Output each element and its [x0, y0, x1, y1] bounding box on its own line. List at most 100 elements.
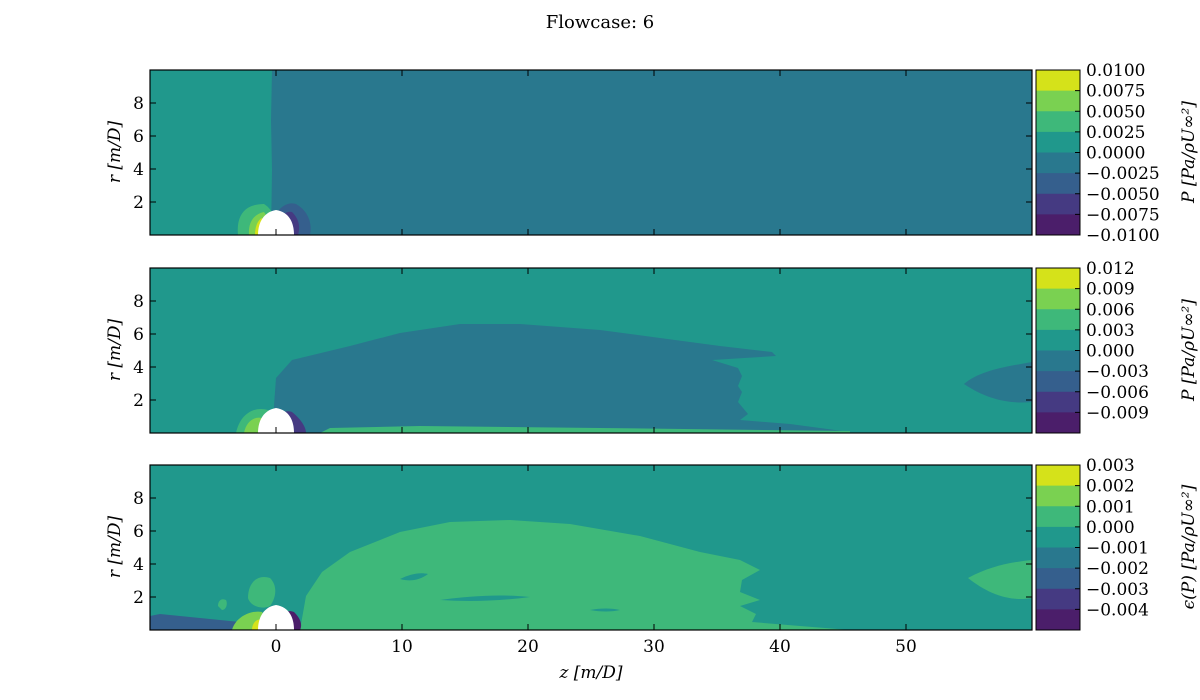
x-tick-label: 20: [517, 637, 539, 657]
panel-3-body: [258, 605, 294, 630]
colorbar-tick-label: 0.006: [1086, 300, 1135, 320]
colorbar-swatch: [1036, 506, 1080, 528]
panel-2-colorbar: 0.0120.0090.0060.0030.000−0.003−0.006−0.…: [1035, 259, 1149, 434]
panel-3-x-ticks: 0 10 20 30 40 50: [271, 465, 917, 657]
panel-3-far-wake-region: [968, 560, 1032, 600]
panel-2-wake-region: [272, 324, 850, 433]
colorbar-swatch: [1036, 309, 1080, 331]
colorbar-tick-label: −0.001: [1086, 539, 1149, 559]
panel-3-colorbar-label: ϵ(P) [Pa/ρU∞²]: [1179, 484, 1199, 609]
panel-3-wake-streak-1: [400, 573, 428, 581]
colorbar-tick-label: −0.009: [1086, 403, 1149, 423]
y-tick-label: 2: [133, 588, 144, 608]
y-tick-label: 8: [133, 94, 144, 114]
colorbar-tick-label: 0.003: [1086, 321, 1135, 341]
figure-title: Flowcase: 6: [546, 12, 654, 33]
y-tick-label: 4: [133, 358, 144, 378]
panel-3-ylabel: r [m/D]: [105, 516, 125, 579]
panel-2-plot-frame: [149, 267, 1033, 434]
panel-3-xlabel: z [m/D]: [558, 663, 622, 683]
colorbar-tick-label: −0.003: [1086, 580, 1149, 600]
colorbar-swatch: [1036, 131, 1080, 153]
panel-1-colorbar-label: P [Pa/ρU∞²]: [1179, 101, 1199, 204]
colorbar-tick-label: 0.0075: [1086, 82, 1145, 102]
colorbar-tick-label: 0.003: [1086, 456, 1135, 476]
panel-2-body: [258, 408, 294, 433]
colorbar-swatch: [1036, 350, 1080, 372]
colorbar-tick-label: 0.0100: [1086, 61, 1145, 81]
colorbar-tick-label: −0.0075: [1086, 205, 1160, 225]
panel-1-upstream-region: [150, 70, 272, 235]
y-tick-label: 2: [133, 193, 144, 213]
colorbar-swatch: [1036, 90, 1080, 112]
colorbar-tick-label: 0.012: [1086, 259, 1135, 279]
y-tick-label: 8: [133, 292, 144, 312]
y-tick-label: 2: [133, 391, 144, 411]
panel-2-far-wake-region: [964, 362, 1032, 403]
panel-2-ylabel: r [m/D]: [105, 319, 125, 382]
colorbar-swatch: [1036, 526, 1080, 548]
panel-2-y-ticks: 2 4 6 8: [133, 292, 1032, 411]
panel-3-wake-region: [300, 520, 850, 630]
colorbar-swatch: [1036, 412, 1080, 434]
panel-1-y-ticks: 2 4 6 8: [133, 94, 1032, 213]
colorbar-tick-label: −0.0050: [1086, 185, 1160, 205]
colorbar-tick-label: −0.004: [1086, 600, 1149, 620]
colorbar-tick-label: −0.002: [1086, 559, 1149, 579]
colorbar-tick-label: 0.002: [1086, 477, 1135, 497]
panel-1-plot-frame: [149, 69, 1033, 236]
x-tick-label: 40: [769, 637, 791, 657]
colorbar-swatch: [1036, 173, 1080, 195]
colorbar-swatch: [1036, 568, 1080, 590]
colorbar-swatch: [1036, 288, 1080, 310]
colorbar-swatch: [1036, 111, 1080, 133]
panel-3-y-ticks: 2 4 6 8: [133, 489, 1032, 608]
y-tick-label: 6: [133, 522, 144, 542]
y-tick-label: 4: [133, 160, 144, 180]
x-tick-label: 30: [643, 637, 665, 657]
panel-3-axis-negative-streak: [150, 614, 240, 630]
panel-1-x-ticks: [275, 70, 907, 235]
colorbar-tick-label: −0.0100: [1086, 226, 1160, 246]
colorbar-swatch: [1036, 371, 1080, 393]
colorbar-tick-label: −0.0025: [1086, 164, 1160, 184]
x-tick-label: 10: [391, 637, 413, 657]
x-tick-label: 50: [895, 637, 917, 657]
panel-3-upstream-positive: [248, 576, 276, 608]
colorbar-swatch: [1036, 193, 1080, 215]
panel-3-wake-streak-3: [590, 608, 620, 612]
colorbar-swatch: [1036, 214, 1080, 236]
colorbar-swatch: [1036, 152, 1080, 174]
panel-3-wake-streak-2: [440, 595, 530, 601]
colorbar-swatch: [1036, 485, 1080, 507]
colorbar-swatch: [1036, 268, 1080, 290]
colorbar-swatch: [1036, 329, 1080, 351]
colorbar-tick-label: 0.009: [1086, 280, 1135, 300]
colorbar-tick-label: 0.001: [1086, 497, 1135, 517]
colorbar-tick-label: 0.0050: [1086, 102, 1145, 122]
colorbar-tick-label: 0.000: [1086, 518, 1135, 538]
colorbar-swatch: [1036, 588, 1080, 610]
y-tick-label: 6: [133, 325, 144, 345]
colorbar-swatch: [1036, 391, 1080, 413]
panel-3-upstream-blip: [218, 599, 227, 610]
panel-1-body: [258, 210, 294, 235]
colorbar-swatch: [1036, 465, 1080, 487]
y-tick-label: 8: [133, 489, 144, 509]
colorbar-tick-label: 0.0000: [1086, 144, 1145, 164]
panel-2-near-wake-positive-streak: [320, 426, 850, 433]
colorbar-tick-label: 0.000: [1086, 342, 1135, 362]
colorbar-swatch: [1036, 609, 1080, 631]
panel-2-x-ticks: [275, 268, 907, 433]
panel-1-colorbar: 0.01000.00750.00500.00250.0000−0.0025−0.…: [1035, 61, 1160, 246]
colorbar-tick-label: 0.0025: [1086, 123, 1145, 143]
y-tick-label: 4: [133, 555, 144, 575]
colorbar-swatch: [1036, 547, 1080, 569]
y-tick-label: 6: [133, 127, 144, 147]
colorbar-swatch: [1036, 70, 1080, 92]
panel-2-colorbar-label: P [Pa/ρU∞²]: [1179, 299, 1199, 402]
panel-3-plot-frame: [149, 464, 1033, 631]
